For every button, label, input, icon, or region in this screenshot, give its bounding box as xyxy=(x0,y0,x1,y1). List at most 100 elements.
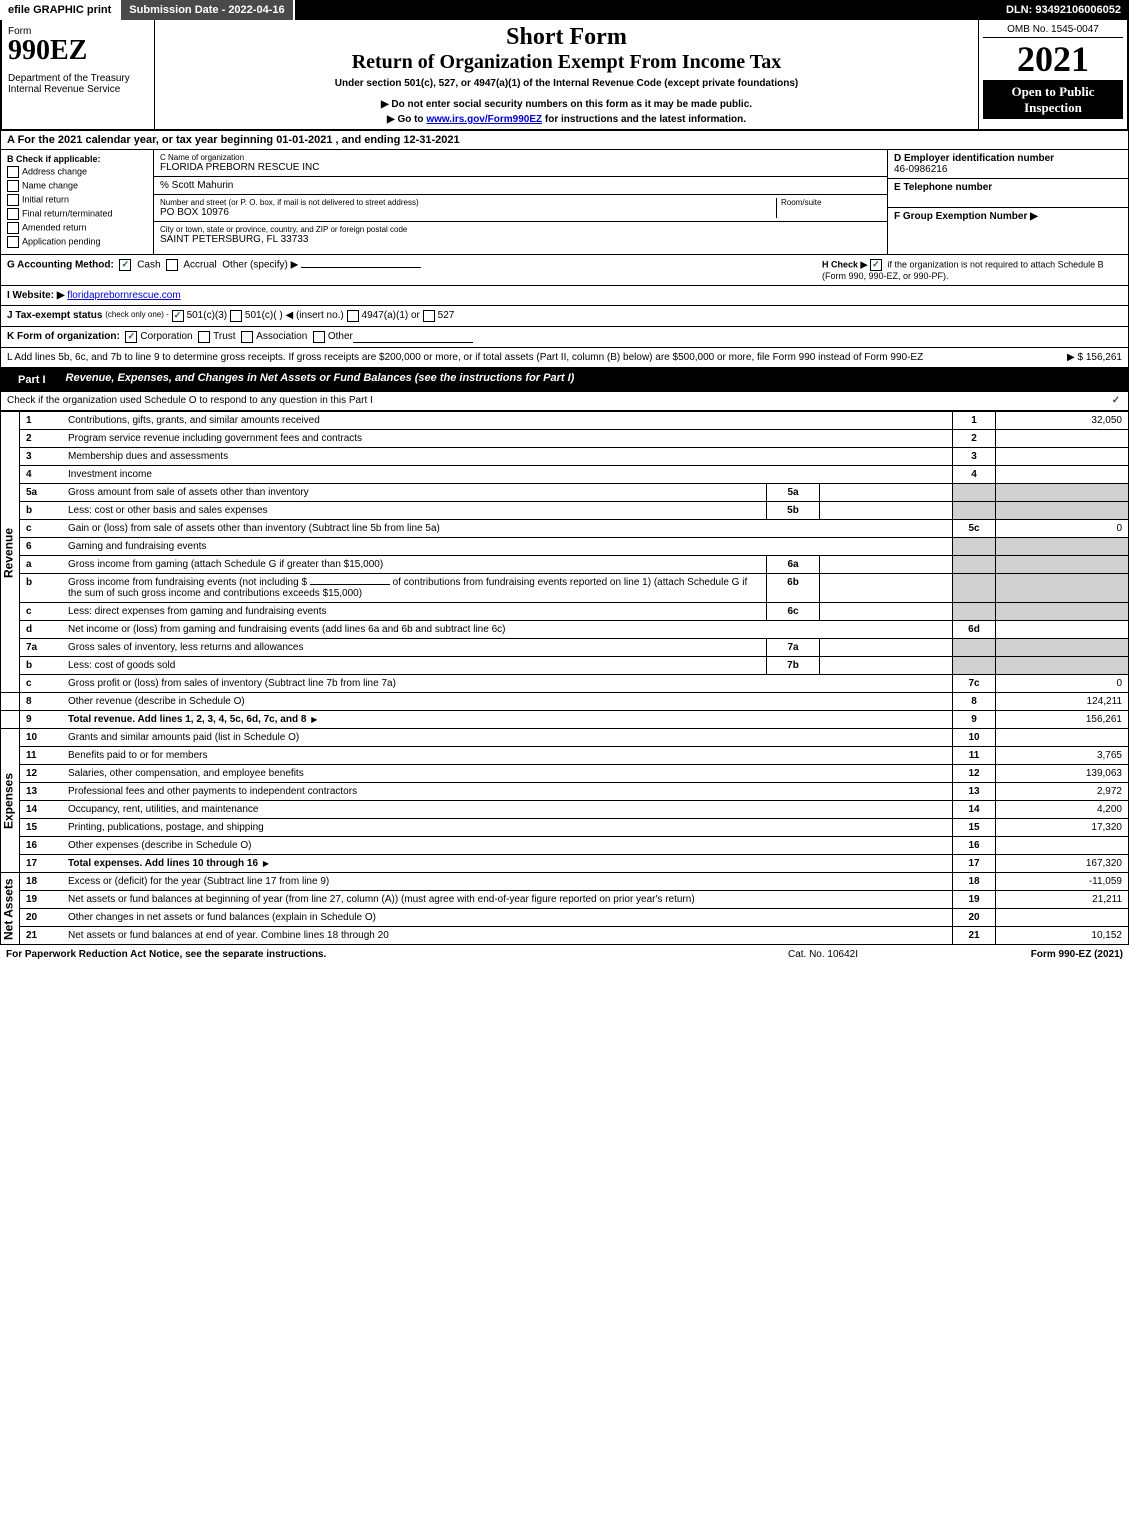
check-cash[interactable] xyxy=(119,259,131,271)
check-schedule-b[interactable] xyxy=(870,259,882,271)
row-j-exempt: J Tax-exempt status (check only one) - 5… xyxy=(0,306,1129,327)
submission-date: Submission Date - 2022-04-16 xyxy=(121,0,294,20)
spacer xyxy=(295,0,998,20)
check-name-change[interactable]: Name change xyxy=(7,180,147,192)
city-row: City or town, state or province, country… xyxy=(154,222,887,248)
line-5b: b Less: cost or other basis and sales ex… xyxy=(1,502,1129,520)
tax-year: 2021 xyxy=(983,38,1123,80)
org-name: FLORIDA PREBORN RESCUE INC xyxy=(160,162,881,173)
line-6a: a Gross income from gaming (attach Sched… xyxy=(1,556,1129,574)
footer-right: Form 990-EZ (2021) xyxy=(923,949,1123,960)
check-501c3[interactable] xyxy=(172,310,184,322)
line-3: 3 Membership dues and assessments 3 xyxy=(1,448,1129,466)
line-6d: d Net income or (loss) from gaming and f… xyxy=(1,621,1129,639)
revenue-table: Revenue 1 Contributions, gifts, grants, … xyxy=(0,411,1129,945)
check-527[interactable] xyxy=(423,310,435,322)
check-trust[interactable] xyxy=(198,331,210,343)
short-form-title: Short Form xyxy=(163,24,970,51)
ein-value: 46-0986216 xyxy=(894,164,1122,175)
line-12: 12 Salaries, other compensation, and emp… xyxy=(1,765,1129,783)
line-15: 15 Printing, publications, postage, and … xyxy=(1,819,1129,837)
col-c-org: C Name of organization FLORIDA PREBORN R… xyxy=(154,150,887,254)
phone-row: E Telephone number xyxy=(888,179,1128,208)
goto-pre: ▶ Go to xyxy=(387,114,426,125)
j-sub: (check only one) - xyxy=(105,310,169,322)
efile-label[interactable]: efile GRAPHIC print xyxy=(0,0,121,20)
check-address-change[interactable]: Address change xyxy=(7,166,147,178)
arrow-icon xyxy=(261,858,271,869)
check-association[interactable] xyxy=(241,331,253,343)
group-exemption-row: F Group Exemption Number ▶ xyxy=(888,208,1128,225)
l-text: L Add lines 5b, 6c, and 7b to line 9 to … xyxy=(7,352,1067,363)
line-20: 20 Other changes in net assets or fund b… xyxy=(1,909,1129,927)
page-footer: For Paperwork Reduction Act Notice, see … xyxy=(0,945,1129,964)
under-section: Under section 501(c), 527, or 4947(a)(1)… xyxy=(163,78,970,89)
line-1: Revenue 1 Contributions, gifts, grants, … xyxy=(1,412,1129,430)
check-other-org[interactable] xyxy=(313,331,325,343)
contrib-input[interactable] xyxy=(310,584,390,585)
part-number: Part I xyxy=(8,372,56,388)
addr-row: Number and street (or P. O. box, if mail… xyxy=(154,195,887,222)
line-18: Net Assets 18 Excess or (deficit) for th… xyxy=(1,873,1129,891)
city-label: City or town, state or province, country… xyxy=(160,225,881,234)
part-1-header: Part I Revenue, Expenses, and Changes in… xyxy=(0,368,1129,392)
col-b-checkboxes: B Check if applicable: Address change Na… xyxy=(1,150,154,254)
dept-label: Department of the Treasury xyxy=(8,73,148,84)
goto-link[interactable]: www.irs.gov/Form990EZ xyxy=(426,114,542,125)
col-b-label: B Check if applicable: xyxy=(7,154,147,164)
line-16: 16 Other expenses (describe in Schedule … xyxy=(1,837,1129,855)
dln-label: DLN: 93492106006052 xyxy=(998,0,1129,20)
line-21: 21 Net assets or fund balances at end of… xyxy=(1,927,1129,945)
ein-row: D Employer identification number 46-0986… xyxy=(888,150,1128,179)
other-org-input[interactable] xyxy=(353,331,473,343)
city-value: SAINT PETERSBURG, FL 33733 xyxy=(160,234,881,245)
org-name-row: C Name of organization FLORIDA PREBORN R… xyxy=(154,150,887,177)
line-6b: b Gross income from fundraising events (… xyxy=(1,574,1129,603)
line-7c: c Gross profit or (loss) from sales of i… xyxy=(1,675,1129,693)
irs-label: Internal Revenue Service xyxy=(8,84,148,95)
ein-label: D Employer identification number xyxy=(894,153,1122,164)
header-mid: Short Form Return of Organization Exempt… xyxy=(155,20,978,129)
website-link[interactable]: floridaprebornrescue.com xyxy=(67,290,180,301)
open-inspection: Open to Public Inspection xyxy=(983,80,1123,119)
ssn-warning: ▶ Do not enter social security numbers o… xyxy=(163,99,970,110)
h-label: H Check ▶ xyxy=(822,259,867,269)
form-header: Form 990EZ Department of the Treasury In… xyxy=(0,20,1129,131)
check-4947[interactable] xyxy=(347,310,359,322)
addr-value: PO BOX 10976 xyxy=(160,207,776,218)
line-6: 6 Gaming and fundraising events xyxy=(1,538,1129,556)
phone-label: E Telephone number xyxy=(894,182,1122,193)
check-501c[interactable] xyxy=(230,310,242,322)
section-bcd: B Check if applicable: Address change Na… xyxy=(0,150,1129,255)
line-19: 19 Net assets or fund balances at beginn… xyxy=(1,891,1129,909)
room-label: Room/suite xyxy=(781,198,881,207)
line-13: 13 Professional fees and other payments … xyxy=(1,783,1129,801)
row-a-taxyear: A For the 2021 calendar year, or tax yea… xyxy=(0,131,1129,150)
part-1-checkbox[interactable] xyxy=(1110,395,1122,407)
check-accrual[interactable] xyxy=(166,259,178,271)
line-4: 4 Investment income 4 xyxy=(1,466,1129,484)
line-6c: c Less: direct expenses from gaming and … xyxy=(1,603,1129,621)
line-8: 8 Other revenue (describe in Schedule O)… xyxy=(1,693,1129,711)
k-label: K Form of organization: xyxy=(7,331,120,343)
check-final-return[interactable]: Final return/terminated xyxy=(7,208,147,220)
line-9: 9 Total revenue. Add lines 1, 2, 3, 4, 5… xyxy=(1,711,1129,729)
check-amended-return[interactable]: Amended return xyxy=(7,222,147,234)
col-de: D Employer identification number 46-0986… xyxy=(887,150,1128,254)
main-title: Return of Organization Exempt From Incom… xyxy=(163,51,970,74)
row-g-accounting: G Accounting Method: Cash Accrual Other … xyxy=(0,255,1129,286)
accounting-label: G Accounting Method: xyxy=(7,260,114,271)
check-corporation[interactable] xyxy=(125,331,137,343)
goto-post: for instructions and the latest informat… xyxy=(545,114,746,125)
line-2: 2 Program service revenue including gove… xyxy=(1,430,1129,448)
addr-label: Number and street (or P. O. box, if mail… xyxy=(160,198,776,207)
other-specify-input[interactable] xyxy=(301,267,421,268)
check-initial-return[interactable]: Initial return xyxy=(7,194,147,206)
part-1-checkline: Check if the organization used Schedule … xyxy=(0,392,1129,411)
org-name-label: C Name of organization xyxy=(160,153,881,162)
line-17: 17 Total expenses. Add lines 10 through … xyxy=(1,855,1129,873)
line-11: 11 Benefits paid to or for members 11 3,… xyxy=(1,747,1129,765)
check-application-pending[interactable]: Application pending xyxy=(7,236,147,248)
goto-line: ▶ Go to www.irs.gov/Form990EZ for instru… xyxy=(163,114,970,125)
line-14: 14 Occupancy, rent, utilities, and maint… xyxy=(1,801,1129,819)
